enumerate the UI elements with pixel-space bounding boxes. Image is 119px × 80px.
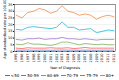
svg-text:35: 35 bbox=[8, 3, 12, 7]
svg-text:30: 30 bbox=[8, 9, 12, 13]
html-text:<50: <50 bbox=[10, 72, 20, 78]
html-text:60-69: 60-69 bbox=[46, 72, 59, 78]
svg-text:10: 10 bbox=[8, 36, 12, 40]
html-text:75-79: 75-79 bbox=[86, 72, 98, 78]
svg-text:2001: 2001 bbox=[49, 54, 53, 63]
svg-text:2009: 2009 bbox=[95, 54, 99, 63]
svg-text:25: 25 bbox=[8, 16, 12, 20]
svg-text:1997: 1997 bbox=[26, 54, 30, 63]
svg-text:2000: 2000 bbox=[43, 54, 47, 63]
html-text:70-79: 70-79 bbox=[66, 72, 79, 78]
svg-text:2011: 2011 bbox=[106, 54, 110, 63]
svg-text:Age standardised rate per 100,: Age standardised rate per 100,000 bbox=[3, 0, 7, 59]
svg-text:2003: 2003 bbox=[60, 54, 64, 63]
html-text:80+: 80+ bbox=[105, 72, 115, 78]
svg-text:Year of Diagnosis: Year of Diagnosis bbox=[50, 66, 80, 70]
html-text:50-59: 50-59 bbox=[27, 72, 39, 78]
svg-text:1996: 1996 bbox=[20, 54, 24, 63]
svg-text:2006: 2006 bbox=[77, 54, 81, 63]
svg-text:5: 5 bbox=[10, 43, 12, 47]
svg-text:2002: 2002 bbox=[55, 54, 59, 63]
svg-text:1999: 1999 bbox=[37, 54, 41, 63]
svg-text:2010: 2010 bbox=[100, 54, 104, 63]
svg-text:2007: 2007 bbox=[83, 54, 87, 63]
svg-text:2012: 2012 bbox=[112, 54, 116, 63]
svg-text:2005: 2005 bbox=[72, 54, 76, 63]
svg-text:2004: 2004 bbox=[66, 53, 70, 63]
svg-text:0: 0 bbox=[10, 50, 12, 54]
svg-text:20: 20 bbox=[8, 23, 12, 27]
svg-text:1995: 1995 bbox=[14, 54, 18, 63]
svg-text:1998: 1998 bbox=[32, 54, 36, 63]
svg-text:2008: 2008 bbox=[89, 54, 93, 63]
svg-text:15: 15 bbox=[8, 29, 12, 33]
